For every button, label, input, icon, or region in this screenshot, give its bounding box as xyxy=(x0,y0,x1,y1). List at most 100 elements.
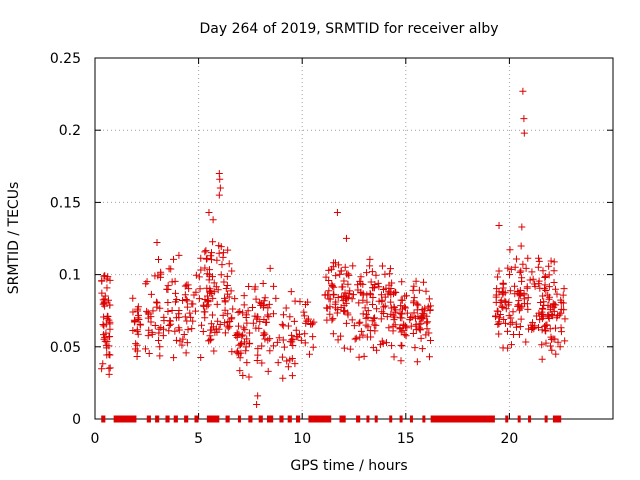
zero-value-segment xyxy=(266,415,274,423)
data-point xyxy=(418,345,426,353)
data-point xyxy=(101,337,109,345)
data-point xyxy=(286,313,294,321)
data-point xyxy=(245,282,253,290)
data-point xyxy=(503,327,511,335)
data-point xyxy=(200,308,208,316)
y-tick-label: 0.15 xyxy=(50,195,81,211)
data-point xyxy=(341,263,349,271)
zero-value-segment xyxy=(505,415,509,423)
data-point xyxy=(355,319,363,327)
data-point xyxy=(560,306,568,314)
data-point xyxy=(201,248,209,256)
data-point xyxy=(228,267,236,275)
data-point xyxy=(348,295,356,303)
data-point xyxy=(203,297,211,305)
data-point xyxy=(543,321,551,329)
zero-value-segment xyxy=(356,415,361,423)
data-point xyxy=(100,313,108,321)
data-point xyxy=(220,278,228,286)
data-point xyxy=(362,310,370,318)
data-point xyxy=(388,342,396,350)
data-point xyxy=(538,341,546,349)
data-point xyxy=(160,313,168,321)
data-point xyxy=(352,334,360,342)
zero-value-segment xyxy=(225,415,230,423)
outlier-point xyxy=(333,209,341,217)
data-point xyxy=(103,344,111,352)
data-point xyxy=(210,288,218,296)
data-point xyxy=(397,328,405,336)
data-point xyxy=(517,242,525,250)
data-point xyxy=(522,264,530,272)
data-point xyxy=(208,249,216,257)
data-point xyxy=(217,271,225,279)
data-point xyxy=(209,294,217,302)
data-point xyxy=(377,291,385,299)
data-point xyxy=(339,283,347,291)
data-point xyxy=(105,296,113,304)
zero-value-markers xyxy=(101,415,562,423)
data-point xyxy=(417,313,425,321)
data-point xyxy=(279,336,287,344)
data-point xyxy=(300,312,308,320)
data-point xyxy=(175,313,183,321)
data-point xyxy=(552,350,560,358)
data-point xyxy=(364,323,372,331)
zero-value-segment xyxy=(237,415,241,423)
data-point xyxy=(129,308,137,316)
data-point xyxy=(509,308,517,316)
data-point xyxy=(524,254,532,262)
data-point xyxy=(282,304,290,312)
zero-value-segment xyxy=(517,415,521,423)
data-point xyxy=(410,297,418,305)
data-point xyxy=(197,254,205,262)
data-point xyxy=(398,314,406,322)
data-point xyxy=(550,267,558,275)
data-point xyxy=(390,304,398,312)
data-point xyxy=(504,344,512,352)
x-tick-labels: 0 5 10 15 20 xyxy=(91,431,519,447)
data-point xyxy=(242,313,250,321)
data-point xyxy=(366,289,374,297)
data-point xyxy=(290,317,298,325)
data-point xyxy=(388,279,396,287)
data-point xyxy=(256,318,264,326)
data-point xyxy=(189,317,197,325)
data-point xyxy=(209,238,217,246)
data-point xyxy=(178,341,186,349)
data-point xyxy=(510,330,518,338)
zero-value-segment xyxy=(173,415,178,423)
data-point xyxy=(288,372,296,380)
data-point xyxy=(403,309,411,317)
data-point xyxy=(378,262,386,270)
zero-value-segment xyxy=(308,415,332,423)
data-point xyxy=(201,314,209,322)
data-point xyxy=(261,294,269,302)
data-point xyxy=(241,326,249,334)
data-point xyxy=(182,349,190,357)
x-axis-title: GPS time / hours xyxy=(290,458,407,474)
data-point xyxy=(216,320,224,328)
data-point xyxy=(355,299,363,307)
data-point xyxy=(370,321,378,329)
data-point xyxy=(297,336,305,344)
data-point xyxy=(153,238,161,246)
data-point xyxy=(190,291,198,299)
data-point xyxy=(520,289,528,297)
data-point xyxy=(274,359,282,367)
data-point xyxy=(553,314,561,322)
data-point xyxy=(329,315,337,323)
data-point xyxy=(529,275,537,283)
data-point xyxy=(540,285,548,293)
data-point xyxy=(147,318,155,326)
data-point xyxy=(228,314,236,322)
data-point xyxy=(101,272,109,280)
zero-value-segment xyxy=(248,415,253,423)
data-point xyxy=(380,309,388,317)
data-point xyxy=(215,249,223,257)
data-point xyxy=(511,263,519,271)
data-point xyxy=(133,341,141,349)
zero-value-segment xyxy=(194,415,199,423)
data-point xyxy=(151,272,159,280)
data-point xyxy=(212,283,220,291)
